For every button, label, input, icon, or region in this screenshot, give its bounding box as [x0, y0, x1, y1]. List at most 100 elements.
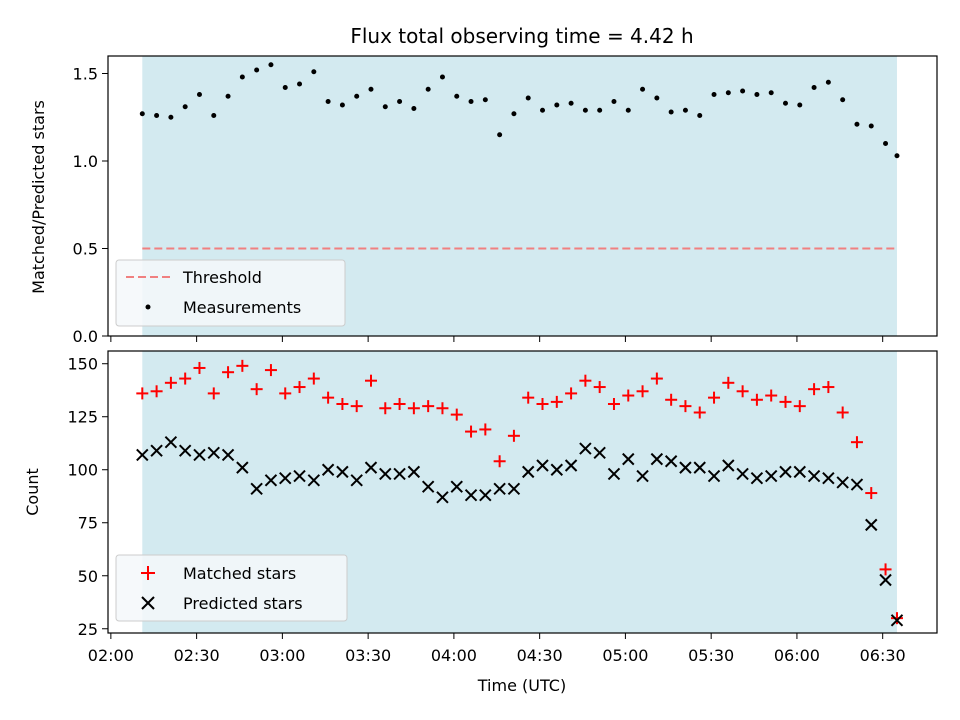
x-tick-label: 03:00 [259, 646, 305, 665]
x-axis-label: Time (UTC) [477, 676, 566, 695]
matched-star-point [207, 387, 220, 400]
predicted-star-point [622, 452, 635, 466]
count-legend-box [115, 554, 348, 622]
ratio-legend: Threshold Measurements [115, 259, 346, 327]
predicted-star-point [550, 463, 564, 476]
measurement-point [168, 114, 174, 120]
matched-star-point [865, 487, 878, 500]
measurement-point [582, 107, 588, 113]
predicted-star-point [350, 474, 363, 487]
matched-star-point [579, 374, 592, 387]
measurement-point [894, 153, 900, 159]
measurement-point [868, 123, 874, 129]
y-tick-label: 1.5 [73, 65, 98, 84]
predicted-star-point [607, 467, 621, 481]
predicted-star-point [764, 469, 778, 483]
predicted-star-point [450, 480, 463, 493]
measurement-point [568, 100, 574, 106]
matched-star-point [164, 376, 177, 389]
predicted-star-point [336, 465, 349, 479]
predicted-star-point [393, 467, 406, 481]
predicted-star-point [836, 476, 849, 489]
measurement-point [182, 104, 188, 110]
predicted-star-point [321, 463, 335, 476]
measurement-point [325, 99, 331, 104]
measurement-point [625, 107, 631, 113]
predicted-star-point [779, 465, 792, 479]
matched-star-point [536, 398, 549, 411]
y-tick-label: 0.0 [73, 327, 98, 346]
matched-star-point [493, 455, 506, 468]
measurement-point [640, 86, 646, 92]
matched-star-point [708, 391, 721, 404]
predicted-star-point [293, 469, 306, 483]
measurement-point [840, 97, 846, 103]
measurement-point [740, 88, 746, 94]
measurement-point [268, 62, 274, 68]
matched-star-point [850, 436, 863, 449]
predicted-star-point [164, 435, 178, 449]
x-tick-label: 05:30 [688, 646, 734, 665]
matched-star-point [679, 400, 692, 413]
measurement-point [711, 92, 717, 97]
measurement-point [211, 113, 217, 118]
predicted-star-point [593, 446, 606, 459]
predicted-star-point [822, 472, 835, 485]
predicted-star-point [236, 461, 249, 474]
measurement-point [854, 121, 860, 127]
predicted-star-point [536, 459, 549, 472]
matched-star-point [808, 383, 821, 396]
x-tick-label: 04:00 [431, 646, 477, 665]
measurement-point [411, 106, 417, 111]
measurement-point [439, 74, 445, 80]
matched-star-point [693, 406, 706, 419]
matched-star-point [836, 406, 849, 419]
ratio-y-axis-label: Matched/Predicted stars [29, 100, 48, 294]
measurement-point [196, 92, 202, 97]
measurements-legend-swatch [145, 304, 151, 310]
predicted-star-point [865, 518, 878, 532]
matched-star-point [350, 400, 363, 413]
count-y-axis-label: Count [23, 468, 42, 516]
threshold-legend-label: Threshold [182, 268, 262, 287]
matched-star-point [222, 366, 235, 379]
y-tick-label: 150 [67, 355, 98, 374]
measurement-point [368, 86, 374, 92]
measurement-point [511, 111, 517, 117]
predicted-star-point [879, 573, 892, 587]
matched-star-point [279, 387, 292, 400]
predicted-legend-swatch [141, 596, 155, 610]
ratio-plot-frame [107, 55, 938, 337]
predicted-star-point [178, 444, 192, 457]
x-tick-label: 02:00 [88, 646, 134, 665]
matched-star-point [307, 372, 320, 385]
predicted-star-point [807, 469, 821, 483]
matched-star-point [264, 364, 277, 377]
predicted-star-point [693, 461, 706, 474]
matched-star-point [736, 385, 749, 398]
y-tick-label: 125 [67, 408, 98, 427]
measurement-point [482, 97, 488, 103]
matched-star-point [890, 612, 903, 625]
predicted-star-point [850, 478, 864, 491]
measurement-point [454, 93, 460, 99]
matched-legend-swatch [141, 566, 155, 580]
count-panel: 25 50 75 100 125 150 02:00 02:30 03:00 03:30 04:0… [23, 350, 938, 695]
measurement-point [239, 74, 245, 80]
measurement-point [768, 90, 774, 96]
ratio-x-ticks [110, 336, 884, 342]
measurement-point [382, 104, 388, 110]
measurement-point [554, 102, 560, 108]
matched-star-point [364, 374, 377, 387]
predicted-star-point [221, 448, 235, 462]
matched-star-point [465, 425, 478, 438]
y-tick-label: 0.5 [73, 240, 98, 259]
predicted-star-point [507, 482, 521, 496]
matched-star-point [322, 391, 335, 404]
measurement-points [139, 62, 900, 159]
matched-star-point [765, 389, 778, 402]
measurement-point [754, 92, 760, 97]
matched-star-point [793, 400, 806, 413]
predicted-star-point [664, 455, 678, 468]
